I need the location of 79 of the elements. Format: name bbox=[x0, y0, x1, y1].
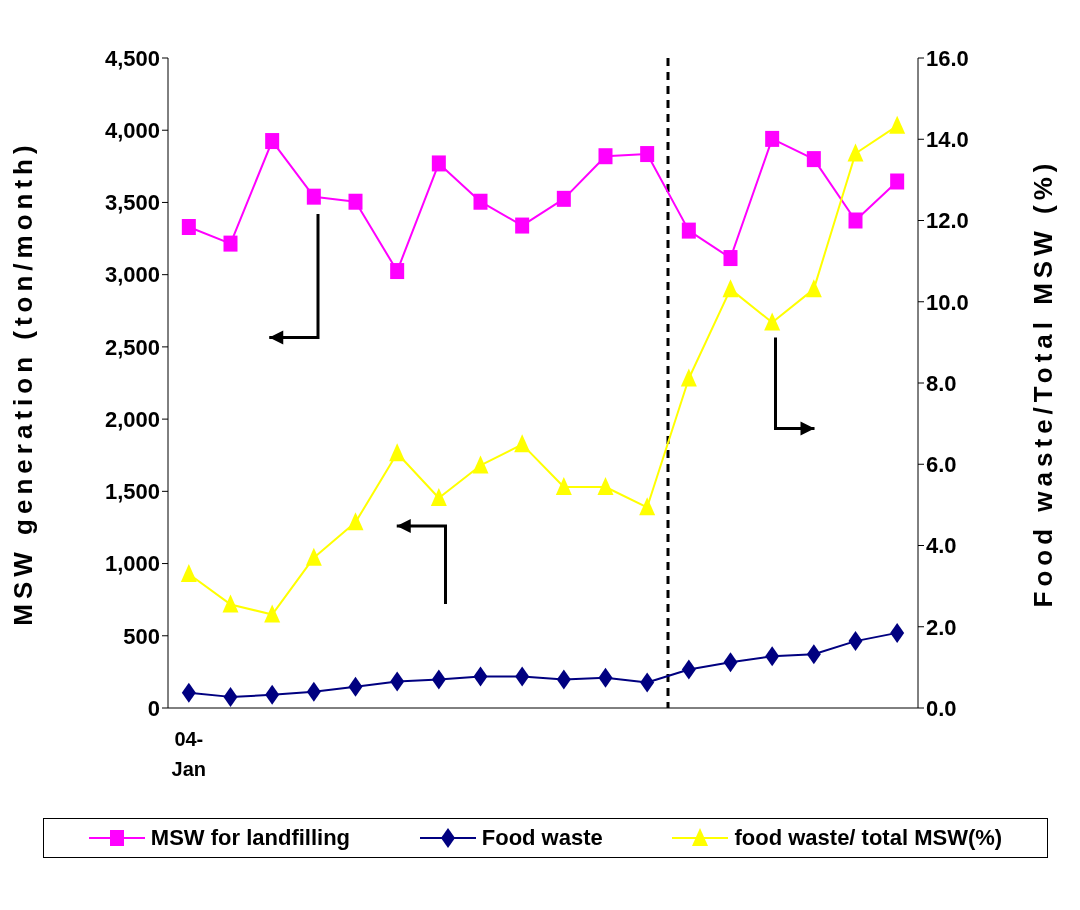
point bbox=[848, 631, 863, 652]
point bbox=[889, 115, 906, 134]
y-axis-title: MSW generation (ton/month) bbox=[8, 140, 39, 626]
point bbox=[431, 669, 446, 690]
point bbox=[265, 133, 280, 150]
point bbox=[722, 279, 739, 298]
point bbox=[472, 455, 489, 474]
point bbox=[764, 312, 781, 331]
point bbox=[473, 666, 488, 687]
point bbox=[847, 143, 864, 162]
point bbox=[348, 676, 363, 697]
point bbox=[681, 222, 696, 239]
y-tick-label: 4,000 bbox=[104, 118, 160, 144]
y-tick-label: 3,000 bbox=[104, 262, 160, 288]
point bbox=[806, 644, 821, 665]
point bbox=[805, 279, 822, 298]
y-tick-label: 4,500 bbox=[104, 45, 160, 71]
point bbox=[681, 659, 696, 680]
point bbox=[347, 512, 364, 531]
point bbox=[806, 151, 821, 168]
point bbox=[265, 684, 280, 705]
y2-tick-label: 10.0 bbox=[926, 289, 969, 315]
point bbox=[348, 193, 363, 210]
point bbox=[555, 477, 572, 495]
y2-tick-label: 12.0 bbox=[926, 208, 969, 234]
y-tick-label: 500 bbox=[123, 623, 160, 649]
y-tick-label: 3,500 bbox=[104, 190, 160, 216]
point bbox=[556, 669, 571, 690]
point bbox=[515, 217, 530, 234]
y2-tick-label: 14.0 bbox=[926, 127, 969, 153]
point bbox=[514, 434, 531, 453]
y2-tick-label: 0.0 bbox=[926, 695, 957, 721]
point bbox=[640, 146, 655, 163]
point bbox=[598, 667, 613, 688]
y-tick-label: 0 bbox=[147, 695, 160, 721]
y2-tick-label: 16.0 bbox=[926, 45, 969, 71]
point bbox=[848, 212, 863, 229]
point bbox=[264, 604, 281, 623]
point bbox=[639, 497, 656, 516]
point bbox=[556, 190, 571, 207]
y-tick-label: 1,500 bbox=[104, 479, 160, 505]
y-tick-label: 2,500 bbox=[104, 334, 160, 360]
point bbox=[598, 148, 613, 165]
point bbox=[680, 368, 697, 387]
point bbox=[389, 443, 406, 462]
point bbox=[390, 263, 405, 280]
y2-tick-label: 2.0 bbox=[926, 614, 957, 640]
point bbox=[222, 594, 239, 613]
point bbox=[223, 235, 238, 252]
y2-tick-label: 4.0 bbox=[926, 533, 957, 559]
point bbox=[181, 219, 196, 235]
point bbox=[223, 686, 238, 707]
point bbox=[181, 682, 196, 703]
point bbox=[515, 666, 530, 687]
legend-label: Food waste bbox=[481, 825, 603, 851]
point bbox=[723, 652, 738, 673]
point bbox=[306, 188, 321, 205]
y2-axis-title: Food waste/Total MSW (%) bbox=[1028, 158, 1059, 608]
legend-label: food waste/ total MSW(%) bbox=[734, 825, 1003, 851]
y2-tick-label: 8.0 bbox=[926, 370, 957, 396]
x-tick-label: 04-Jan bbox=[171, 728, 207, 780]
point bbox=[305, 547, 322, 566]
point bbox=[765, 646, 780, 667]
point bbox=[765, 130, 780, 147]
point bbox=[890, 173, 905, 190]
point bbox=[390, 671, 405, 692]
y2-tick-label: 6.0 bbox=[926, 452, 957, 478]
y-tick-label: 2,000 bbox=[104, 406, 160, 432]
point bbox=[890, 622, 905, 643]
point bbox=[430, 487, 447, 506]
point bbox=[597, 477, 614, 495]
y-tick-label: 1,000 bbox=[104, 551, 160, 577]
point bbox=[431, 155, 446, 172]
point bbox=[180, 563, 197, 582]
point bbox=[473, 193, 488, 210]
point bbox=[640, 672, 655, 693]
point bbox=[306, 681, 321, 702]
point bbox=[723, 250, 738, 267]
legend-label: MSW for landfilling bbox=[150, 825, 351, 851]
